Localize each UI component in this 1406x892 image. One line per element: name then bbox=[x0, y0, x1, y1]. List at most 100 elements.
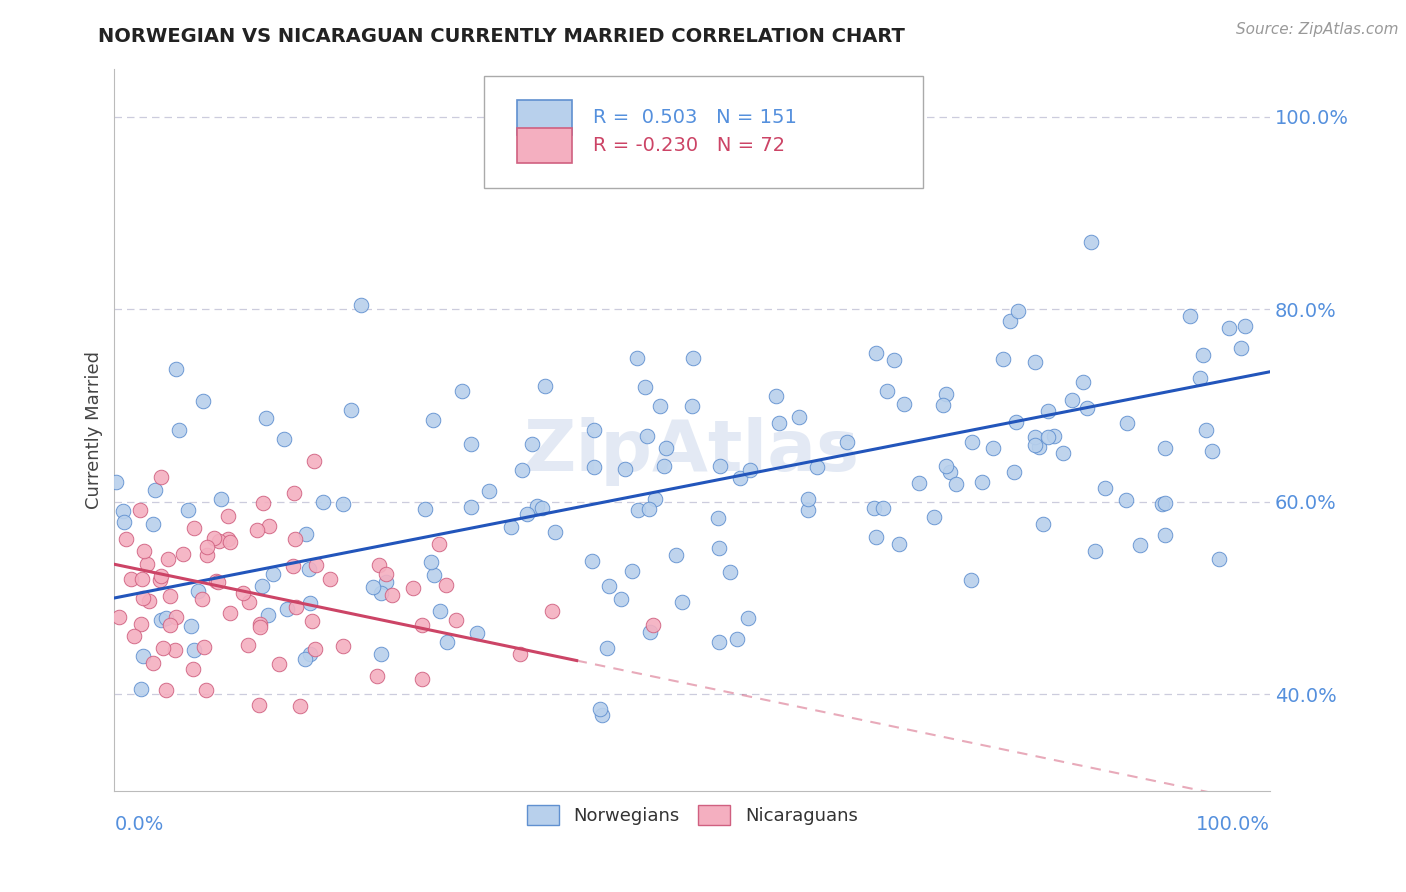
Point bbox=[1080, 235, 1102, 250]
Point bbox=[159, 618, 181, 632]
Point bbox=[249, 617, 271, 632]
Point bbox=[644, 491, 666, 506]
Point bbox=[105, 475, 128, 489]
Point bbox=[284, 599, 307, 614]
Point bbox=[246, 523, 269, 537]
Point bbox=[305, 558, 328, 573]
Point bbox=[202, 531, 225, 545]
Point bbox=[960, 435, 983, 450]
Point bbox=[236, 638, 259, 652]
Point bbox=[256, 864, 278, 879]
Point bbox=[423, 567, 446, 582]
Point bbox=[299, 647, 322, 661]
Point bbox=[150, 613, 173, 627]
Point bbox=[112, 516, 135, 530]
Point bbox=[363, 581, 385, 595]
Point bbox=[709, 635, 731, 649]
Point bbox=[283, 558, 305, 573]
Point bbox=[970, 475, 993, 489]
Point bbox=[155, 683, 177, 698]
Point bbox=[510, 463, 533, 477]
Point bbox=[262, 567, 284, 582]
Point bbox=[1028, 440, 1050, 454]
Point bbox=[172, 547, 194, 561]
Point bbox=[1042, 428, 1064, 442]
Point bbox=[516, 508, 538, 522]
Point bbox=[165, 642, 187, 657]
Point bbox=[114, 532, 136, 546]
Point bbox=[413, 501, 436, 516]
Point bbox=[1094, 481, 1116, 495]
Point bbox=[150, 569, 173, 583]
Point bbox=[876, 384, 898, 398]
Point bbox=[350, 298, 373, 312]
Point bbox=[401, 581, 423, 595]
Point bbox=[787, 410, 810, 425]
Point bbox=[725, 632, 748, 647]
Point bbox=[252, 496, 274, 510]
Point bbox=[1036, 430, 1059, 444]
Point bbox=[304, 642, 326, 657]
Point bbox=[129, 616, 152, 631]
Point bbox=[1230, 341, 1253, 355]
Point bbox=[135, 557, 157, 571]
Point bbox=[129, 682, 152, 697]
Point bbox=[797, 503, 820, 517]
Point bbox=[543, 525, 565, 540]
Point bbox=[259, 519, 281, 533]
Point bbox=[1071, 375, 1094, 389]
Point bbox=[581, 554, 603, 568]
Point bbox=[131, 572, 153, 586]
Point bbox=[945, 476, 967, 491]
Point bbox=[217, 532, 239, 546]
Point bbox=[533, 379, 555, 393]
Point bbox=[111, 504, 134, 518]
Point bbox=[465, 626, 488, 640]
Point bbox=[108, 610, 131, 624]
Point bbox=[1218, 321, 1240, 335]
Point bbox=[375, 575, 398, 590]
Point bbox=[249, 620, 271, 634]
Point bbox=[582, 424, 605, 438]
Point bbox=[636, 428, 658, 442]
Point bbox=[1154, 496, 1177, 510]
Point bbox=[219, 607, 242, 621]
Legend: Norwegians, Nicaraguans: Norwegians, Nicaraguans bbox=[519, 797, 865, 832]
Point bbox=[1002, 465, 1025, 479]
Point bbox=[592, 707, 614, 722]
Point bbox=[159, 589, 181, 603]
Point bbox=[283, 486, 305, 500]
Point bbox=[1191, 348, 1213, 362]
Point bbox=[865, 530, 887, 544]
FancyBboxPatch shape bbox=[516, 100, 572, 135]
Point bbox=[1154, 527, 1177, 541]
Point bbox=[728, 471, 751, 485]
Point bbox=[273, 432, 295, 446]
Point bbox=[526, 499, 548, 513]
Point bbox=[450, 384, 472, 398]
Point bbox=[865, 346, 887, 360]
Point bbox=[183, 643, 205, 657]
Point bbox=[180, 618, 202, 632]
Point bbox=[1007, 303, 1029, 318]
Point bbox=[610, 591, 633, 606]
Text: 0.0%: 0.0% bbox=[114, 814, 163, 833]
Point bbox=[501, 520, 523, 534]
Point bbox=[301, 614, 323, 628]
Point bbox=[319, 572, 342, 586]
Point bbox=[209, 492, 232, 507]
Point bbox=[627, 503, 650, 517]
Point bbox=[460, 500, 482, 514]
Point bbox=[1195, 423, 1218, 437]
Text: R = -0.230   N = 72: R = -0.230 N = 72 bbox=[593, 136, 785, 155]
Point bbox=[998, 314, 1021, 328]
Point bbox=[411, 618, 433, 632]
Point bbox=[152, 640, 174, 655]
Point bbox=[427, 537, 450, 551]
Point bbox=[252, 579, 274, 593]
Point bbox=[284, 533, 307, 547]
Text: 100.0%: 100.0% bbox=[1197, 814, 1270, 833]
Point bbox=[370, 586, 392, 600]
Point bbox=[643, 617, 665, 632]
Point bbox=[596, 641, 619, 656]
